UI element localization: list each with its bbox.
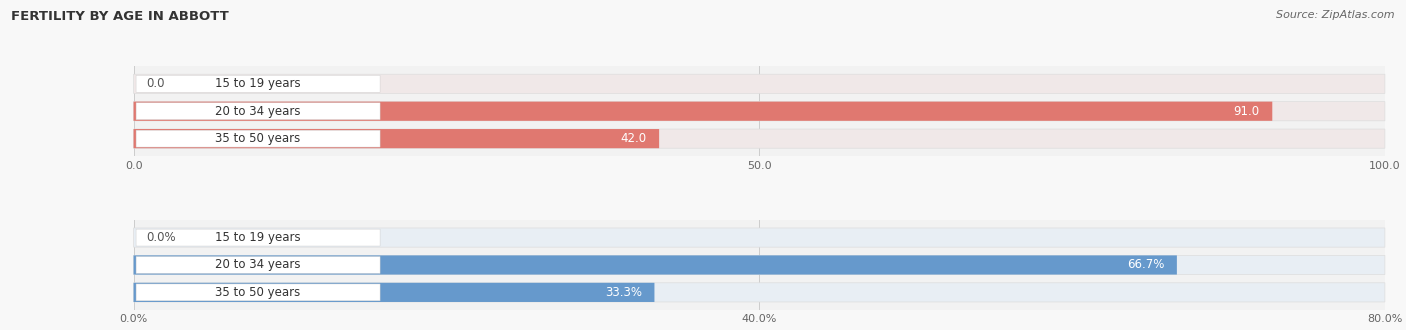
- Text: 35 to 50 years: 35 to 50 years: [215, 286, 301, 299]
- FancyBboxPatch shape: [136, 229, 380, 246]
- FancyBboxPatch shape: [134, 74, 1385, 93]
- FancyBboxPatch shape: [134, 129, 659, 148]
- Text: 35 to 50 years: 35 to 50 years: [215, 132, 301, 145]
- FancyBboxPatch shape: [134, 283, 654, 302]
- Text: 15 to 19 years: 15 to 19 years: [215, 77, 301, 90]
- FancyBboxPatch shape: [134, 283, 1385, 302]
- Text: 20 to 34 years: 20 to 34 years: [215, 258, 301, 272]
- Text: 0.0%: 0.0%: [146, 231, 176, 244]
- Text: 42.0: 42.0: [620, 132, 647, 145]
- FancyBboxPatch shape: [134, 255, 1385, 275]
- FancyBboxPatch shape: [136, 103, 380, 120]
- FancyBboxPatch shape: [134, 255, 1177, 275]
- FancyBboxPatch shape: [134, 102, 1272, 121]
- Text: 33.3%: 33.3%: [605, 286, 643, 299]
- Text: FERTILITY BY AGE IN ABBOTT: FERTILITY BY AGE IN ABBOTT: [11, 10, 229, 23]
- FancyBboxPatch shape: [134, 102, 1385, 121]
- FancyBboxPatch shape: [136, 130, 380, 147]
- FancyBboxPatch shape: [136, 256, 380, 274]
- Text: 0.0: 0.0: [146, 77, 165, 90]
- Text: 15 to 19 years: 15 to 19 years: [215, 231, 301, 244]
- FancyBboxPatch shape: [134, 129, 1385, 148]
- FancyBboxPatch shape: [136, 284, 380, 301]
- Text: Source: ZipAtlas.com: Source: ZipAtlas.com: [1277, 10, 1395, 20]
- Text: 91.0: 91.0: [1233, 105, 1260, 118]
- FancyBboxPatch shape: [134, 228, 1385, 247]
- Text: 66.7%: 66.7%: [1128, 258, 1164, 272]
- Text: 20 to 34 years: 20 to 34 years: [215, 105, 301, 118]
- FancyBboxPatch shape: [136, 75, 380, 92]
